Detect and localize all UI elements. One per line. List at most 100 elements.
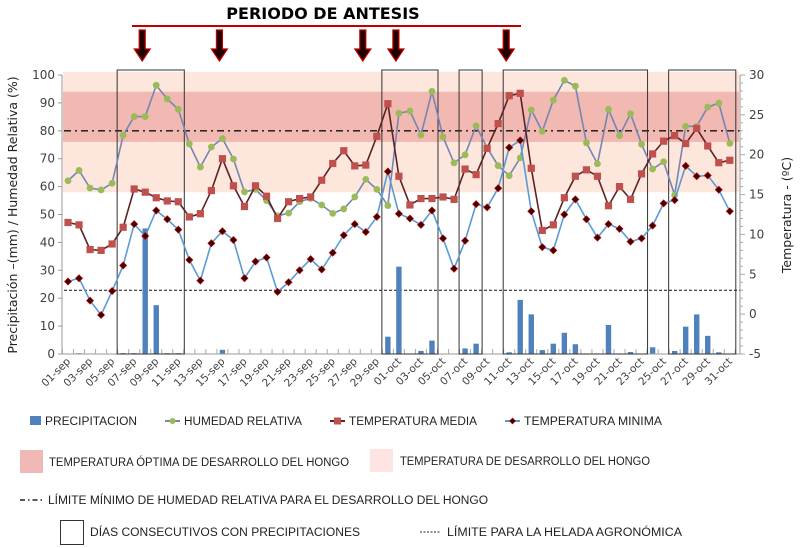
- temp-media-point: [682, 139, 690, 148]
- temp-minima-point: [251, 257, 260, 266]
- chart-title: PERIODO DE ANTESIS: [226, 4, 419, 23]
- right-tick-label: 5: [749, 267, 757, 281]
- temp-media-point: [340, 147, 348, 155]
- humidity-point: [627, 110, 634, 118]
- temp-media-point: [516, 89, 524, 97]
- temp-minima-point: [141, 232, 150, 241]
- humidity-point: [185, 140, 193, 148]
- precip-bar: [716, 352, 722, 354]
- temp-minima-point: [461, 236, 470, 245]
- temp-media-point: [660, 137, 668, 145]
- temp-media-point: [461, 165, 469, 173]
- left-tick-label: 90: [40, 96, 55, 110]
- humidity-point: [86, 184, 94, 192]
- left-tick-label: 50: [40, 208, 55, 222]
- temp-minima-point: [361, 228, 370, 237]
- temp-media-point: [229, 182, 238, 190]
- legend-humidity-marker: [169, 418, 176, 424]
- precip-bar: [649, 347, 656, 354]
- precip-bar: [528, 314, 534, 354]
- temp-minima-point: [86, 296, 95, 305]
- humidity-point: [649, 165, 656, 173]
- legend-tmin: TEMPERATURA MINIMA: [524, 416, 662, 428]
- humidity-point: [64, 177, 72, 185]
- left-tick-label: 40: [40, 235, 55, 249]
- temp-media-point: [648, 150, 657, 158]
- temp-media-point: [428, 194, 436, 203]
- humidity-point: [439, 133, 447, 141]
- temp-media-point: [285, 198, 293, 206]
- humidity-point: [119, 131, 127, 139]
- precip-bar: [539, 350, 545, 354]
- precip-bar: [671, 350, 678, 354]
- left-tick-label: 30: [40, 263, 55, 277]
- legend-precip: PRECIPITACION: [45, 416, 137, 428]
- temp-media-point: [141, 188, 149, 196]
- temp-minima-point: [692, 172, 701, 181]
- left-tick-label: 20: [40, 291, 55, 305]
- temp-media-point: [637, 170, 646, 178]
- humidity-point: [130, 113, 138, 120]
- temp-minima-point: [240, 274, 249, 283]
- humidity-point: [571, 82, 579, 90]
- humidity-point: [373, 185, 381, 193]
- temp-media-point: [704, 142, 712, 150]
- temp-media-point: [207, 186, 215, 195]
- temp-media-point: [593, 172, 602, 180]
- left-tick-label: 10: [40, 319, 55, 333]
- humidity-point: [241, 188, 248, 196]
- right-tick-label: 10: [749, 227, 764, 241]
- humidity-point: [141, 113, 149, 120]
- humidity-point: [285, 209, 292, 217]
- humidity-point: [196, 163, 204, 171]
- temp-minima-point: [372, 212, 381, 221]
- precip-bar: [473, 343, 479, 354]
- legend-range-band-swatch: [370, 449, 393, 472]
- temp-minima-point: [538, 243, 547, 252]
- temp-media-point: [560, 194, 568, 202]
- precip-bar: [561, 332, 568, 354]
- temp-minima-point: [681, 161, 690, 170]
- humidity-point: [417, 131, 425, 139]
- left-tick-label: 70: [40, 152, 55, 166]
- humidity-point: [219, 135, 226, 143]
- temp-media-point: [549, 221, 557, 229]
- left-tick-label: 60: [40, 180, 55, 194]
- humidity-point: [560, 76, 568, 84]
- temp-minima-point: [703, 171, 712, 180]
- precip-bar: [605, 324, 612, 354]
- temp-minima-point: [483, 203, 492, 212]
- temp-media-point: [318, 176, 326, 184]
- temp-media-point: [726, 156, 734, 164]
- temp-media-point: [251, 182, 260, 190]
- right-tick-label: 15: [749, 188, 764, 202]
- temp-minima-point: [207, 239, 216, 248]
- temp-minima-point: [152, 206, 161, 215]
- humidity-point: [75, 167, 83, 174]
- temp-media-point: [494, 120, 502, 128]
- temp-minima-point: [394, 209, 403, 218]
- temp-minima-point: [505, 143, 514, 152]
- temp-media-point: [417, 194, 425, 203]
- humidity-point: [97, 186, 105, 194]
- humidity-point: [384, 202, 392, 209]
- rain-box: [381, 69, 439, 355]
- legend-rain-box: DÍAS CONSECUTIVOS CON PRECIPITACIONES: [90, 526, 360, 539]
- temp-media-point: [527, 164, 535, 172]
- temp-media-point: [715, 159, 723, 167]
- temp-minima-point: [472, 200, 481, 209]
- legend-frost-limit: LÍMITE PARA LA HELADA AGRONÓMICA: [447, 526, 682, 539]
- humidity-point: [329, 209, 337, 217]
- temp-media-point: [307, 193, 315, 201]
- precip-bar: [396, 266, 402, 354]
- temp-minima-point: [163, 215, 172, 224]
- humidity-point: [660, 158, 668, 166]
- temp-media-point: [152, 194, 160, 202]
- temp-media-point: [538, 226, 546, 235]
- temp-media-point: [362, 161, 370, 169]
- right-tick-label: 25: [749, 108, 764, 122]
- precip-bar: [429, 340, 435, 354]
- temp-minima-point: [659, 199, 668, 208]
- rain-box: [116, 69, 185, 355]
- temp-minima-point: [97, 310, 106, 319]
